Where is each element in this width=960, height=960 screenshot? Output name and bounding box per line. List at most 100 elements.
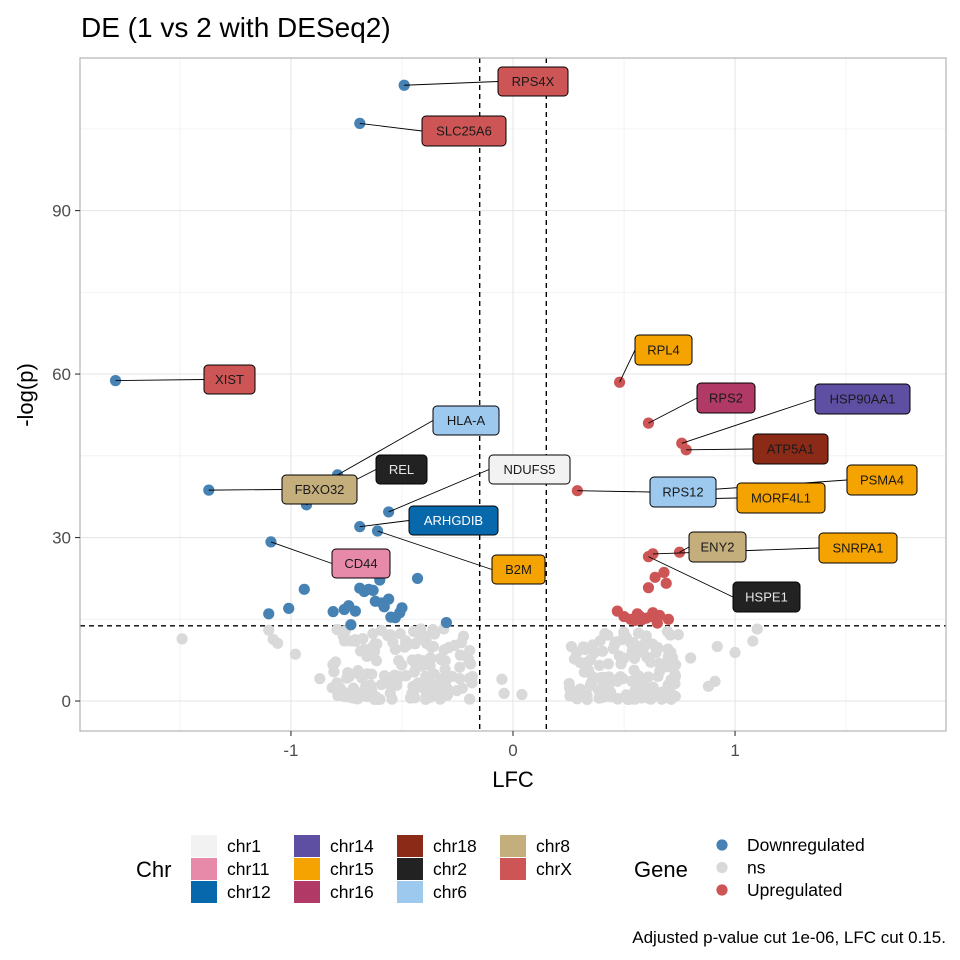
label-box: [491, 554, 546, 585]
label-box: [814, 383, 911, 415]
label-text: RPL4: [647, 343, 680, 358]
label-arhgdib: ARHGDIB: [408, 505, 499, 536]
label-text: NDUFS5: [503, 462, 555, 477]
ns-point: [642, 671, 654, 683]
chr-legend-item-chrX: chrX: [500, 858, 572, 880]
up-point: [658, 566, 670, 579]
chr-legend-entries: chr1 chr11 chr12 chr14 chr15 chr16 chr18 chr2 ch…: [191, 835, 572, 903]
ns-point: [347, 682, 360, 694]
legend-label: chr6: [433, 882, 467, 902]
chr-legend-item-chr8: chr8: [500, 835, 570, 857]
connector-cd44: [270, 541, 333, 564]
legend-label: chrX: [536, 859, 572, 879]
ns-point: [367, 628, 379, 640]
y-tick-label: 30: [52, 529, 71, 548]
ns-point: [585, 679, 597, 692]
connector-rps12: [577, 490, 651, 493]
legend-swatch: [397, 881, 423, 903]
label-text: ARHGDIB: [424, 513, 483, 528]
gene-legend-title: Gene: [634, 857, 688, 882]
ns-point: [438, 644, 450, 656]
label-rel: REL: [375, 454, 428, 485]
ns-point: [338, 635, 351, 647]
legend-label: chr1: [227, 836, 261, 856]
legend-swatch: [191, 881, 217, 903]
up-point: [660, 577, 672, 589]
legend-label: chr12: [227, 882, 271, 902]
ns-point: [425, 680, 437, 692]
connector-rps4x: [404, 81, 499, 86]
connector-rps2: [648, 397, 698, 424]
ns-point: [383, 672, 395, 684]
ns-point: [289, 648, 301, 660]
point-eny2: [673, 546, 686, 558]
legend-label: chr11: [227, 859, 269, 879]
label-eny2: ENY2: [688, 531, 747, 563]
ns-point: [272, 637, 284, 649]
ns-point: [176, 633, 188, 645]
chr-legend-item-chr16: chr16: [294, 881, 374, 903]
chr-legend-item-chr6: chr6: [397, 881, 467, 903]
up-point: [662, 613, 675, 625]
ns-point: [370, 655, 383, 667]
down-point: [383, 593, 395, 605]
connector-xist: [115, 379, 205, 382]
legend-swatch: [294, 835, 320, 857]
ns-point: [652, 641, 664, 654]
label-box: [732, 581, 801, 613]
connector-arhgdib: [359, 520, 410, 528]
up-point: [649, 571, 661, 583]
down-point: [283, 602, 295, 614]
chr-legend-item-chr12: chr12: [191, 881, 271, 903]
significant-points: [109, 79, 692, 631]
ns-point: [464, 658, 477, 670]
ns-point: [640, 630, 652, 642]
legend-dot: [716, 861, 728, 874]
connector-ndufs5: [388, 469, 490, 513]
ns-point: [466, 677, 478, 689]
ns-point: [751, 623, 763, 635]
label-box: [375, 454, 428, 485]
point-arhgdib: [354, 521, 366, 533]
ns-point: [451, 685, 463, 697]
label-box: [281, 474, 358, 505]
down-point: [327, 606, 339, 618]
legend-label: ns: [747, 858, 766, 878]
connector-b2m: [377, 530, 493, 570]
label-text: MORF4L1: [751, 491, 811, 506]
x-tick-label: -1: [283, 741, 298, 760]
ns-point: [428, 628, 441, 640]
label-box: [331, 548, 391, 579]
label-hsp90aa1: HSP90AA1: [814, 383, 911, 415]
label-text: RPS4X: [512, 74, 555, 89]
label-psma4: PSMA4: [846, 464, 918, 496]
x-tick-label: 0: [508, 741, 517, 760]
ns-point: [729, 646, 741, 659]
y-axis-title: -log(p): [13, 363, 38, 427]
threshold-lines: [80, 58, 946, 731]
label-box: [421, 115, 507, 147]
ns-point: [314, 673, 326, 685]
ns-point: [610, 636, 622, 648]
label-hla-a: HLA-A: [432, 405, 500, 436]
label-text: PSMA4: [860, 473, 904, 488]
legend-swatch: [294, 858, 320, 880]
chart-title: DE (1 vs 2 with DESeq2): [81, 12, 391, 43]
chr-legend-title: Chr: [136, 857, 171, 882]
ns-point: [361, 646, 373, 658]
connector-eny2: [679, 546, 690, 553]
down-point: [440, 616, 452, 629]
ns-point: [454, 649, 466, 661]
chr-legend-item-chr1: chr1: [191, 835, 261, 857]
ns-point: [331, 623, 343, 636]
ns-point: [371, 693, 383, 705]
gene-labels: RPS4X SLC25A6 XIST HLA-A FBXO32 REL NDUFS5 ARHG…: [203, 66, 918, 613]
chr-legend-item-chr11: chr11: [191, 858, 269, 880]
ns-point: [420, 670, 432, 682]
label-box: [497, 66, 569, 97]
ns-point: [620, 689, 632, 701]
label-text: FBXO32: [295, 482, 345, 497]
ns-point: [570, 690, 582, 702]
ns-point: [420, 630, 432, 643]
